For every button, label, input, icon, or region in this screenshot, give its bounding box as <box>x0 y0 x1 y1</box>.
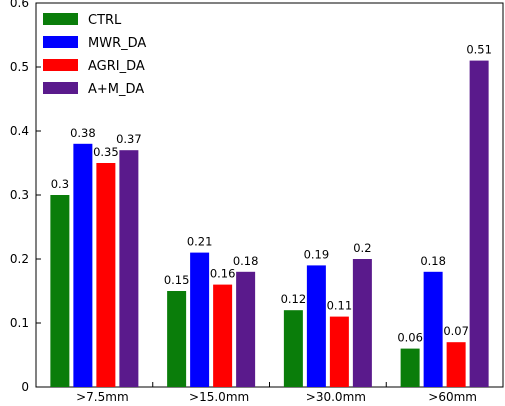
y-tick-label: 0 <box>21 380 29 394</box>
data-label: 0.18 <box>233 254 259 268</box>
y-tick-label: 0.1 <box>10 316 29 330</box>
data-label: 0.12 <box>281 292 307 306</box>
legend-swatch <box>43 36 78 48</box>
bar-a-m-da <box>469 60 489 387</box>
y-tick-label: 0.2 <box>10 252 29 266</box>
bar-mwr-da <box>306 265 326 387</box>
x-tick-label: >60mm <box>428 390 477 404</box>
bar-agri-da <box>213 284 233 387</box>
bar-ctrl <box>400 348 420 387</box>
y-tick-label: 0.6 <box>10 0 29 10</box>
bar-agri-da <box>329 316 349 387</box>
bar-agri-da <box>446 342 466 387</box>
data-label: 0.06 <box>397 331 423 345</box>
data-label: 0.38 <box>70 126 96 140</box>
bar-a-m-da <box>119 150 139 387</box>
legend-swatch <box>43 59 78 71</box>
data-label: 0.11 <box>327 299 353 313</box>
bar-ctrl <box>50 195 70 387</box>
data-label: 0.07 <box>443 324 469 338</box>
data-label: 0.35 <box>93 145 119 159</box>
legend-label: MWR_DA <box>88 36 146 51</box>
data-label: 0.2 <box>353 241 371 255</box>
data-label: 0.21 <box>187 235 213 249</box>
y-tick-label: 0.3 <box>10 188 29 202</box>
legend-swatch <box>43 13 78 25</box>
y-tick-label: 0.4 <box>10 124 29 138</box>
x-tick-label: >15.0mm <box>189 390 249 404</box>
bar-a-m-da <box>236 271 256 387</box>
legend: CTRL MWR_DA AGRI_DA A+M_DA <box>43 13 146 97</box>
data-label: 0.51 <box>466 43 492 57</box>
legend-swatch <box>43 82 78 94</box>
x-axis-ticks: >7.5mm >15.0mm >30.0mm >60mm <box>76 382 477 404</box>
bar-mwr-da <box>190 252 210 387</box>
data-label: 0.3 <box>51 177 69 191</box>
data-label: 0.37 <box>116 132 142 146</box>
x-tick-label: >30.0mm <box>306 390 366 404</box>
legend-label: A+M_DA <box>88 82 144 97</box>
data-label: 0.16 <box>210 267 236 281</box>
y-axis-ticks: 0 0.1 0.2 0.3 0.4 0.5 0.6 <box>10 0 41 394</box>
bar-agri-da <box>96 163 116 387</box>
bar-mwr-da <box>423 271 443 387</box>
data-label: 0.15 <box>164 273 190 287</box>
bar-a-m-da <box>352 259 372 387</box>
data-label: 0.19 <box>304 247 330 261</box>
bar-ctrl <box>167 291 187 387</box>
bars: 0.30.150.120.060.380.210.19 0.180.350.160… <box>50 43 492 387</box>
x-tick-label: >7.5mm <box>76 390 129 404</box>
y-tick-label: 0.5 <box>10 60 29 74</box>
data-label: 0.18 <box>420 254 446 268</box>
bar-ctrl <box>283 310 303 387</box>
legend-label: AGRI_DA <box>88 59 145 74</box>
legend-label: CTRL <box>88 13 122 28</box>
bar-mwr-da <box>73 143 93 387</box>
